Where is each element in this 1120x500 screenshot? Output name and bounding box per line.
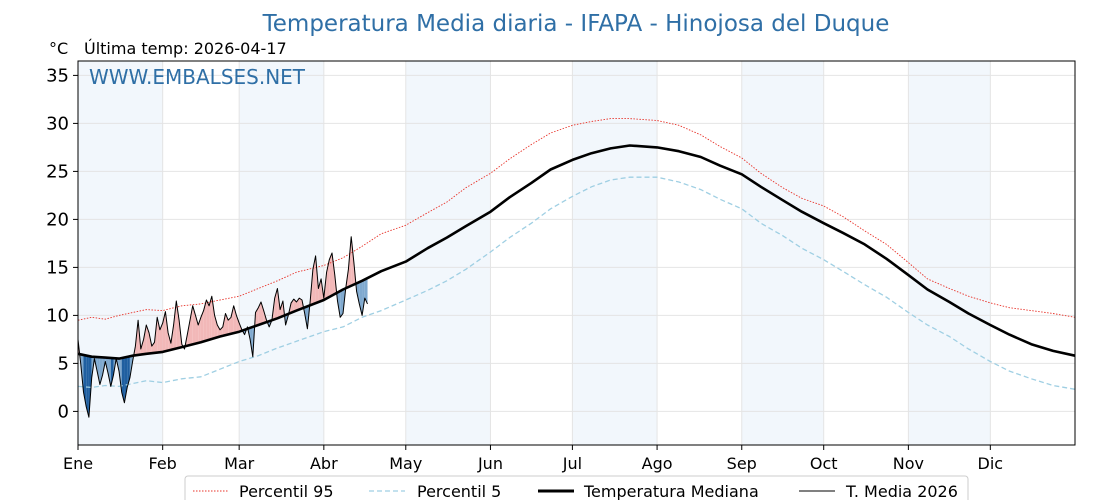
x-tick-label-nov: Nov (893, 454, 924, 473)
anomaly-fill-seg (143, 325, 147, 355)
anomaly-fill-seg (258, 301, 262, 325)
anomaly-fill-seg (280, 301, 283, 318)
anomaly-fill-seg (121, 357, 125, 403)
y-tick-label-30: 30 (46, 113, 69, 134)
anomaly-fill-seg (236, 315, 240, 333)
anomaly-fill-seg (362, 279, 365, 316)
anomaly-fill-seg (332, 253, 335, 296)
anomaly-fill-seg (86, 355, 89, 418)
anomaly-fill-seg (356, 282, 360, 304)
y-tick-label-10: 10 (46, 305, 69, 326)
x-tick-label-oct: Oct (810, 454, 838, 473)
month-shade-3 (572, 61, 658, 445)
series (77, 118, 1076, 418)
anomaly-fill-seg (233, 305, 237, 334)
y-tick-label-25: 25 (46, 161, 69, 182)
x-tick-label-abr: Abr (310, 454, 338, 473)
grid (77, 61, 1075, 445)
legend-label-median: Temperatura Mediana (583, 482, 759, 500)
anomaly-fill-seg (299, 298, 302, 310)
month-shading (78, 61, 991, 445)
y-tick-label-15: 15 (46, 257, 69, 278)
anomaly-fill-seg (209, 296, 212, 340)
x-axis: Ene Feb Mar Abr May Jun Jul Ago Sep Oct Nov Dic (63, 445, 1003, 473)
anomaly-fill-seg (97, 357, 100, 385)
y-unit-label: °C (49, 39, 68, 58)
x-tick-label-ago: Ago (642, 454, 673, 473)
y-tick-label-20: 20 (46, 209, 69, 230)
month-shade-1 (239, 61, 324, 445)
x-tick-label-feb: Feb (149, 454, 177, 473)
anomaly-fill-seg (110, 358, 114, 387)
chart-title: Temperatura Media diaria - IFAPA - Hinoj… (262, 11, 890, 37)
plot-frame (77, 60, 1076, 446)
y-tick-label-5: 5 (58, 353, 69, 374)
last-temp-label: Última temp: 2026-04-17 (84, 39, 287, 58)
legend-box (184, 475, 969, 500)
series-line-2 (77, 144, 1076, 360)
x-tick-label-mar: Mar (224, 454, 255, 473)
x-tick-label-jul: Jul (562, 454, 582, 473)
anomaly-fill-seg (157, 317, 160, 353)
anomaly-fill-seg (217, 325, 221, 338)
y-axis: 0 5 10 15 20 25 30 35 (46, 65, 78, 422)
anomaly-fill-seg (99, 357, 103, 385)
anomaly-fill-seg (151, 342, 155, 354)
y-tick-label-0: 0 (58, 401, 69, 422)
month-shade-5 (908, 61, 991, 445)
x-tick-label-sep: Sep (727, 454, 757, 473)
anomaly-fill-seg (359, 280, 363, 316)
x-tick-label-dic: Dic (978, 454, 1004, 473)
anomaly-fill-seg (230, 305, 234, 334)
anomaly-fill-seg (195, 315, 199, 344)
anomaly-fill-seg (203, 300, 207, 342)
anomaly-fill-seg (340, 289, 343, 318)
x-tick-label-jun: Jun (477, 454, 503, 473)
anomaly-fill-seg (124, 356, 128, 403)
anomaly-fill-seg (364, 278, 368, 304)
anomaly-fill-seg (165, 311, 169, 352)
anomaly-fill-seg (228, 317, 231, 335)
anomaly-fill-seg (351, 236, 354, 286)
series-line-1 (77, 176, 1076, 390)
anomaly-fill-seg (255, 307, 259, 326)
anomaly-fill-seg (173, 301, 177, 350)
x-tick-label-may: May (389, 454, 422, 473)
legend-label-2026: T. Media 2026 (845, 482, 958, 500)
anomaly-fill-seg (211, 296, 215, 339)
watermark: WWW.EMBALSES.NET (89, 65, 306, 89)
anomaly-fill-seg (214, 315, 218, 339)
anomaly-fill-seg (318, 278, 322, 303)
anomaly-fill-seg (108, 357, 111, 387)
anomaly-fill-seg (329, 253, 333, 298)
legend-label-p95: Percentil 95 (239, 482, 334, 500)
series-line-3 (77, 236, 368, 418)
legend: Percentil 95 Percentil 5 Temperatura Med… (184, 475, 969, 500)
anomaly-fill-seg (261, 301, 264, 325)
anomaly-fill-seg (176, 301, 180, 349)
anomaly-fill-seg (189, 305, 193, 346)
y-tick-label-35: 35 (46, 65, 69, 86)
anomaly-fill-seg (192, 305, 196, 345)
anomaly-fill-seg (200, 310, 204, 343)
x-tick-label-ene: Ene (63, 454, 93, 473)
anomaly-fill-seg (159, 323, 163, 353)
legend-label-p5: Percentil 5 (417, 482, 501, 500)
anomaly-fill-seg (293, 299, 297, 312)
anomaly-fill-seg (206, 300, 210, 341)
